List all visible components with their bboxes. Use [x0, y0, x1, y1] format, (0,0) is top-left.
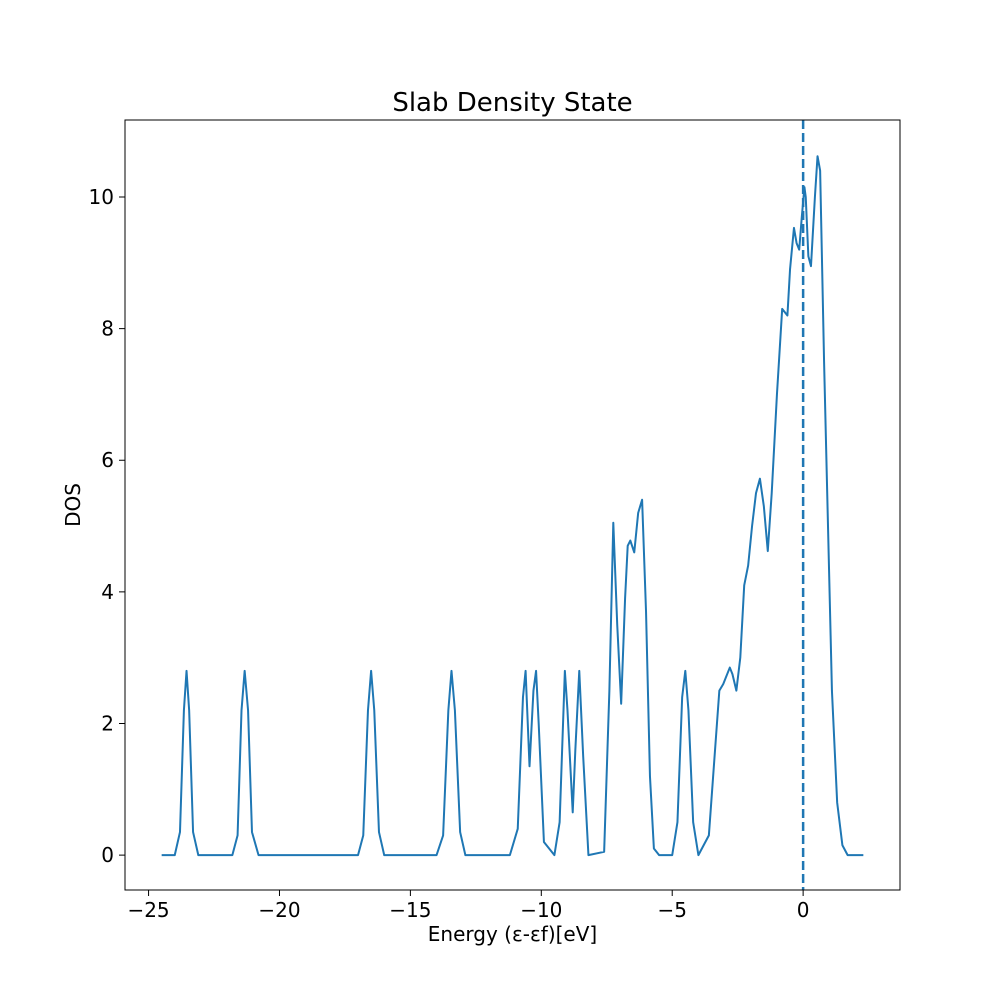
x-tick-label: −20	[258, 898, 300, 922]
chart-title: Slab Density State	[392, 88, 632, 118]
y-tick-label: 2	[101, 711, 114, 735]
y-tick-label: 6	[101, 448, 114, 472]
y-tick-label: 10	[89, 185, 114, 209]
x-axis-label: Energy (ε-εf)[eV]	[428, 922, 597, 946]
y-tick-label: 8	[101, 317, 114, 341]
x-tick-label: −10	[520, 898, 562, 922]
x-tick-label: 0	[797, 898, 810, 922]
x-tick-label: −5	[657, 898, 686, 922]
plot-area	[161, 120, 864, 890]
y-tick-label: 4	[101, 580, 114, 604]
x-tick-label: −25	[127, 898, 169, 922]
x-tick-label: −15	[389, 898, 431, 922]
y-axis-label: DOS	[61, 483, 85, 527]
dos-series-line-0	[161, 155, 864, 857]
y-axis-ticks: 0 2 4 6 8 10	[89, 185, 125, 867]
x-axis-ticks: −25 −20 −15 −10 −5 0	[127, 890, 809, 922]
axes-frame	[124, 119, 901, 891]
y-tick-label: 0	[101, 843, 114, 867]
